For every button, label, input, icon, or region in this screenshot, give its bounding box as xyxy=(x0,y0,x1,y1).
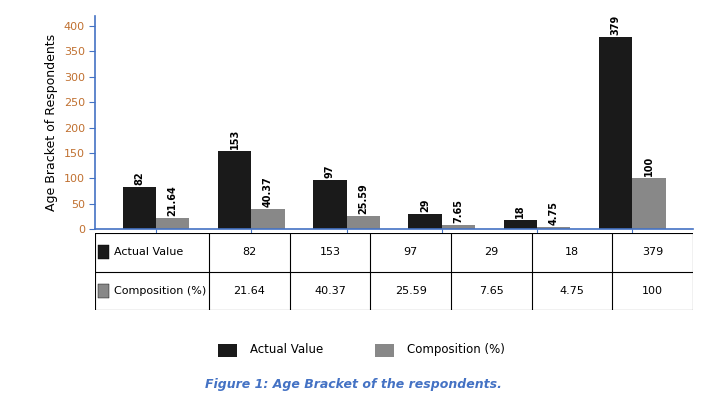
Text: 29: 29 xyxy=(420,199,430,213)
Text: 97: 97 xyxy=(325,164,335,178)
Text: 21.64: 21.64 xyxy=(233,286,265,296)
Bar xyxy=(346,216,380,229)
Bar xyxy=(409,214,442,229)
Text: 18: 18 xyxy=(565,247,579,257)
Text: 7.65: 7.65 xyxy=(479,286,503,296)
Text: 40.37: 40.37 xyxy=(314,286,346,296)
Text: 153: 153 xyxy=(230,129,240,149)
Text: 82: 82 xyxy=(243,247,257,257)
Bar xyxy=(537,227,571,229)
Bar xyxy=(313,180,346,229)
Y-axis label: Age Bracket of Respondents: Age Bracket of Respondents xyxy=(45,34,59,211)
Bar xyxy=(98,245,109,259)
Text: 29: 29 xyxy=(484,247,498,257)
Text: 40.37: 40.37 xyxy=(263,176,273,207)
Bar xyxy=(251,209,285,229)
Text: Composition (%): Composition (%) xyxy=(114,286,206,296)
Text: 21.64: 21.64 xyxy=(168,185,177,216)
Text: 7.65: 7.65 xyxy=(453,199,464,223)
Bar xyxy=(442,225,475,229)
Text: 379: 379 xyxy=(611,14,621,35)
Bar xyxy=(599,37,632,229)
Text: Actual Value: Actual Value xyxy=(250,343,323,356)
Bar xyxy=(156,218,189,229)
Bar xyxy=(122,188,156,229)
Text: Composition (%): Composition (%) xyxy=(407,343,504,356)
Bar xyxy=(218,151,251,229)
Text: 18: 18 xyxy=(515,204,525,218)
Text: 100: 100 xyxy=(644,156,654,176)
Text: Actual Value: Actual Value xyxy=(114,247,183,257)
Text: 25.59: 25.59 xyxy=(395,286,426,296)
Text: 4.75: 4.75 xyxy=(549,201,559,225)
Bar xyxy=(218,344,237,357)
Text: 25.59: 25.59 xyxy=(358,183,368,214)
Text: 4.75: 4.75 xyxy=(559,286,584,296)
Bar xyxy=(375,344,394,357)
Text: 153: 153 xyxy=(320,247,341,257)
Text: Figure 1: Age Bracket of the respondents.: Figure 1: Age Bracket of the respondents… xyxy=(205,378,502,391)
Bar xyxy=(98,284,109,298)
Bar xyxy=(503,220,537,229)
Text: 82: 82 xyxy=(134,172,144,185)
Text: 379: 379 xyxy=(642,247,663,257)
Bar xyxy=(632,178,666,229)
Text: 97: 97 xyxy=(404,247,418,257)
Text: 100: 100 xyxy=(642,286,663,296)
